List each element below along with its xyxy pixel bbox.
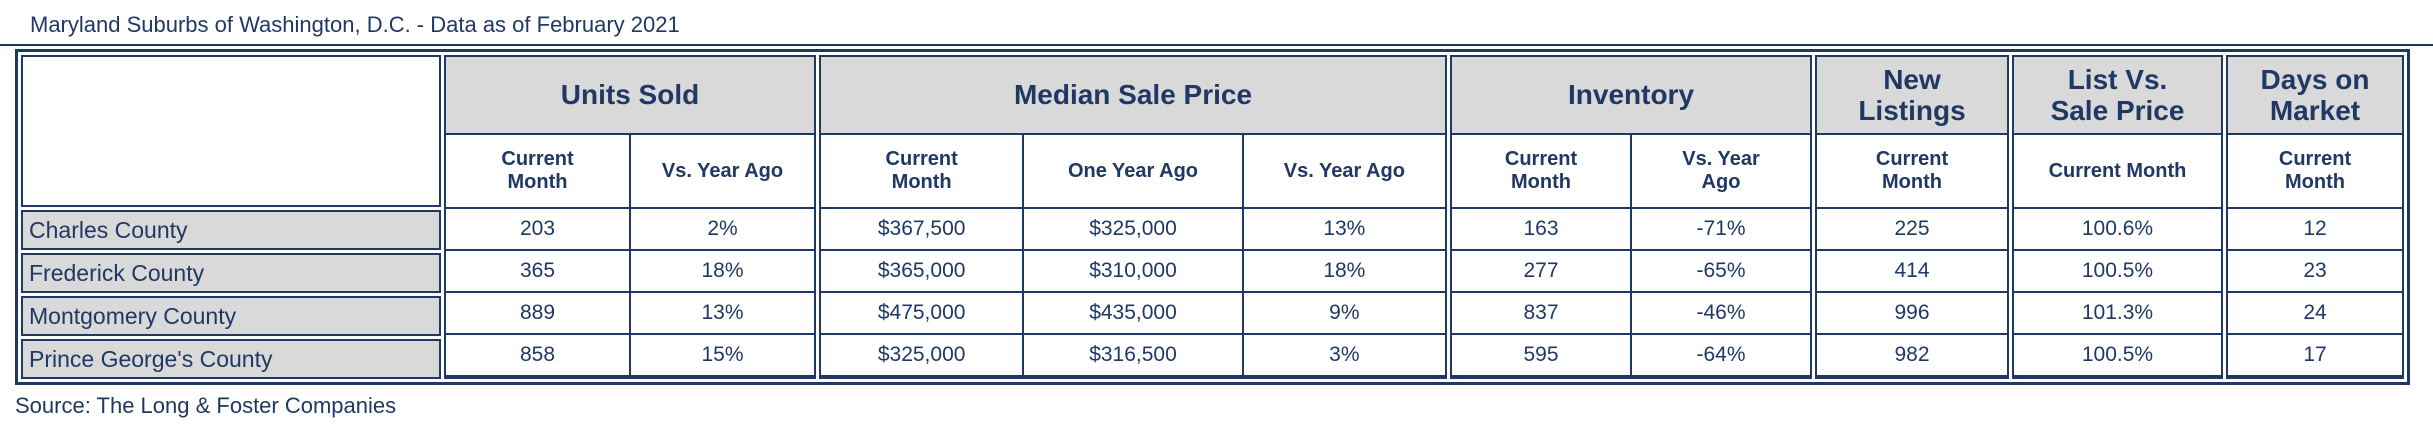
cell-inventory-current-frederick: 277 — [1452, 251, 1630, 291]
cell-median-current-montgomery: $475,000 — [821, 293, 1023, 333]
group-header-units-sold: Units Sold — [446, 57, 814, 135]
subheader-vs-year-ago: Vs. Year Ago — [1632, 135, 1810, 207]
new-listings-grid: Current Month 225 414 996 982 — [1817, 135, 2007, 377]
row-label-charles-county: Charles County — [21, 210, 441, 250]
group-inventory: Inventory Current Month Vs. Year Ago 163… — [1450, 55, 1812, 379]
cell-inventory-current-princegeorges: 595 — [1452, 335, 1630, 375]
cell-inventory-vsyear-princegeorges: -64% — [1632, 335, 1810, 375]
cell-dom-princegeorges: 17 — [2228, 335, 2402, 375]
cell-inventory-vsyear-frederick: -65% — [1632, 251, 1810, 291]
market-stats-table: Charles County Frederick County Montgome… — [15, 49, 2410, 385]
units-sold-grid: Current Month Vs. Year Ago 203 2% 365 18… — [446, 135, 814, 377]
cell-listsale-charles: 100.6% — [2014, 209, 2221, 249]
subheader-vs-year-ago: Vs. Year Ago — [1243, 135, 1445, 207]
cell-listsale-frederick: 100.5% — [2014, 251, 2221, 291]
cell-dom-montgomery: 24 — [2228, 293, 2402, 333]
cell-units-current-montgomery: 889 — [446, 293, 629, 333]
row-label-montgomery-county: Montgomery County — [21, 296, 441, 336]
group-new-listings: New Listings Current Month 225 414 996 9… — [1815, 55, 2009, 379]
cell-median-current-princegeorges: $325,000 — [821, 335, 1023, 375]
list-vs-sale-price-grid: Current Month 100.6% 100.5% 101.3% 100.5… — [2014, 135, 2221, 377]
cell-newlistings-princegeorges: 982 — [1817, 335, 2007, 375]
cell-median-oneyear-frederick: $310,000 — [1024, 251, 1242, 291]
cell-units-current-princegeorges: 858 — [446, 335, 629, 375]
subheader-current-month: Current Month — [1452, 135, 1630, 207]
group-header-median-sale-price: Median Sale Price — [821, 57, 1445, 135]
subheader-current-month: Current Month — [821, 135, 1023, 207]
cell-units-current-frederick: 365 — [446, 251, 629, 291]
cell-median-vsyear-frederick: 18% — [1243, 251, 1445, 291]
subheader-current-month: Current Month — [2228, 135, 2402, 207]
cell-units-vsyear-frederick: 18% — [631, 251, 814, 291]
cell-median-vsyear-montgomery: 9% — [1243, 293, 1445, 333]
cell-units-current-charles: 203 — [446, 209, 629, 249]
subheader-current-month: Current Month — [446, 135, 629, 207]
cell-median-vsyear-princegeorges: 3% — [1243, 335, 1445, 375]
cell-inventory-vsyear-charles: -71% — [1632, 209, 1810, 249]
days-on-market-grid: Current Month 12 23 24 17 — [2228, 135, 2402, 377]
group-header-inventory: Inventory — [1452, 57, 1810, 135]
cell-inventory-current-montgomery: 837 — [1452, 293, 1630, 333]
row-label-column: Charles County Frederick County Montgome… — [21, 55, 441, 379]
group-header-list-vs-sale-price: List Vs. Sale Price — [2014, 57, 2221, 135]
corner-blank-cell — [21, 55, 441, 207]
page-title: Maryland Suburbs of Washington, D.C. - D… — [0, 0, 2433, 46]
group-median-sale-price: Median Sale Price Current Month One Year… — [819, 55, 1447, 379]
group-header-days-on-market: Days on Market — [2228, 57, 2402, 135]
cell-median-oneyear-montgomery: $435,000 — [1024, 293, 1242, 333]
cell-dom-frederick: 23 — [2228, 251, 2402, 291]
cell-dom-charles: 12 — [2228, 209, 2402, 249]
cell-inventory-vsyear-montgomery: -46% — [1632, 293, 1810, 333]
cell-median-current-charles: $367,500 — [821, 209, 1023, 249]
subheader-one-year-ago: One Year Ago — [1024, 135, 1242, 207]
cell-listsale-montgomery: 101.3% — [2014, 293, 2221, 333]
inventory-grid: Current Month Vs. Year Ago 163 -71% 277 … — [1452, 135, 1810, 377]
cell-median-oneyear-princegeorges: $316,500 — [1024, 335, 1242, 375]
cell-newlistings-charles: 225 — [1817, 209, 2007, 249]
subheader-current-month: Current Month — [1817, 135, 2007, 207]
cell-inventory-current-charles: 163 — [1452, 209, 1630, 249]
cell-median-current-frederick: $365,000 — [821, 251, 1023, 291]
subheader-current-month: Current Month — [2014, 135, 2221, 207]
row-label-frederick-county: Frederick County — [21, 253, 441, 293]
group-header-new-listings: New Listings — [1817, 57, 2007, 135]
cell-units-vsyear-montgomery: 13% — [631, 293, 814, 333]
group-days-on-market: Days on Market Current Month 12 23 24 17 — [2226, 55, 2404, 379]
group-units-sold: Units Sold Current Month Vs. Year Ago 20… — [444, 55, 816, 379]
row-label-prince-georges-county: Prince George's County — [21, 339, 441, 379]
cell-units-vsyear-charles: 2% — [631, 209, 814, 249]
median-sale-price-grid: Current Month One Year Ago Vs. Year Ago … — [821, 135, 1445, 377]
cell-units-vsyear-princegeorges: 15% — [631, 335, 814, 375]
cell-newlistings-montgomery: 996 — [1817, 293, 2007, 333]
subheader-vs-year-ago: Vs. Year Ago — [631, 135, 814, 207]
cell-newlistings-frederick: 414 — [1817, 251, 2007, 291]
source-note: Source: The Long & Foster Companies — [15, 393, 397, 418]
cell-median-oneyear-charles: $325,000 — [1024, 209, 1242, 249]
cell-median-vsyear-charles: 13% — [1243, 209, 1445, 249]
group-list-vs-sale-price: List Vs. Sale Price Current Month 100.6%… — [2012, 55, 2223, 379]
cell-listsale-princegeorges: 100.5% — [2014, 335, 2221, 375]
